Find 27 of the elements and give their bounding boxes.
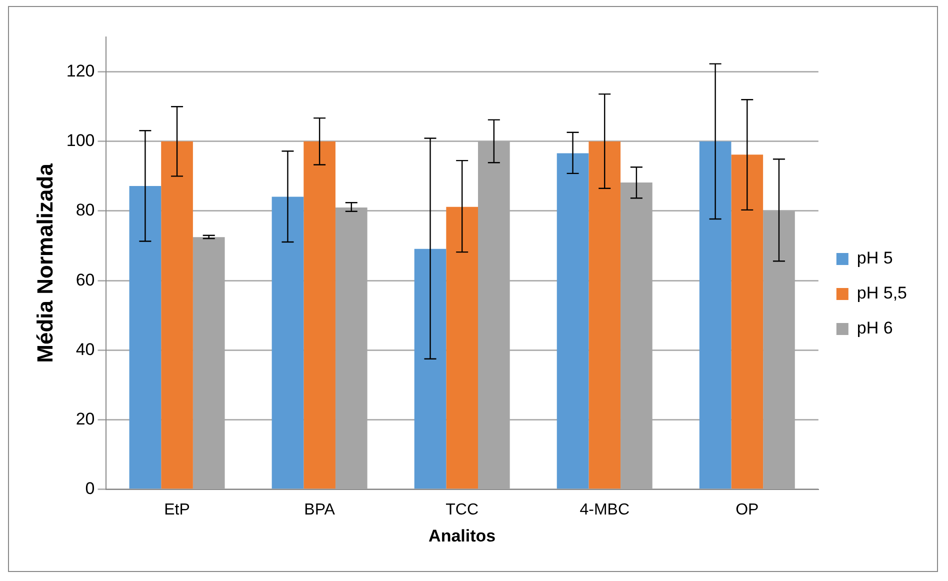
bar [556, 153, 589, 489]
bar [304, 141, 336, 489]
y-tick-label: 80 [76, 200, 95, 220]
x-tick-label: EtP [164, 501, 190, 518]
x-axis-title: Analitos [428, 526, 496, 546]
x-tick-label: OP [736, 501, 759, 518]
bar [699, 141, 732, 489]
y-axis-title: Média Normalizada [32, 162, 58, 363]
y-tick-label: 0 [85, 479, 95, 498]
x-tick-label: TCC [446, 501, 479, 518]
y-tick-label: 120 [66, 61, 95, 80]
bar [414, 248, 446, 489]
legend-label: pH 5,5 [856, 284, 908, 303]
y-tick-label: 40 [76, 340, 95, 359]
y-tick-label: 100 [66, 131, 95, 150]
bar [129, 186, 162, 489]
x-tick-label: BPA [304, 501, 336, 518]
y-tick-label: 20 [76, 409, 95, 428]
bar [446, 206, 478, 489]
bar [161, 141, 193, 489]
x-tick-label: 4-MBC [580, 501, 630, 518]
y-tick-label: 60 [76, 270, 95, 290]
legend-label: pH 6 [856, 318, 893, 338]
bar [588, 141, 621, 489]
legend-label: pH 5 [856, 248, 893, 268]
bar [731, 154, 764, 489]
bar [272, 196, 304, 489]
